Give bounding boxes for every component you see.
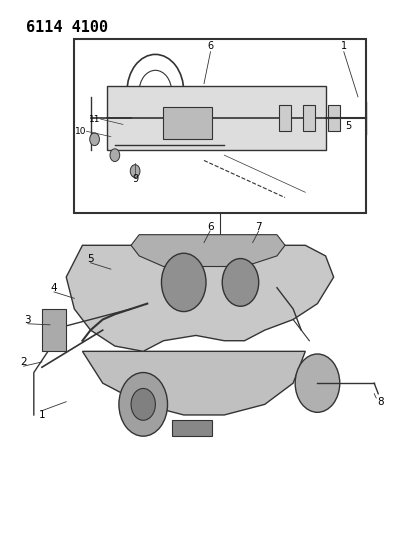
Text: 5: 5 — [345, 121, 351, 131]
Text: 6: 6 — [207, 222, 213, 232]
Polygon shape — [82, 351, 305, 415]
Text: 6: 6 — [207, 42, 213, 52]
Text: 6114 4100: 6114 4100 — [26, 20, 108, 35]
Text: 2: 2 — [20, 357, 27, 367]
Bar — [164, 108, 212, 139]
Circle shape — [295, 354, 340, 413]
Text: 7: 7 — [255, 222, 262, 232]
Circle shape — [222, 259, 259, 306]
Circle shape — [119, 373, 168, 436]
Circle shape — [131, 389, 155, 420]
Text: 1: 1 — [39, 410, 45, 420]
Text: 10: 10 — [75, 127, 86, 136]
Bar — [107, 86, 326, 150]
Text: 4: 4 — [51, 282, 58, 293]
Text: 3: 3 — [24, 314, 31, 325]
Bar — [74, 38, 366, 214]
Bar — [328, 105, 340, 131]
Text: 8: 8 — [377, 397, 384, 407]
Polygon shape — [66, 245, 334, 351]
Bar — [42, 309, 66, 351]
Bar — [303, 105, 315, 131]
Text: 5: 5 — [87, 254, 94, 263]
Text: 1: 1 — [341, 42, 347, 52]
Polygon shape — [131, 235, 285, 266]
Text: 11: 11 — [89, 115, 101, 124]
Bar — [279, 105, 291, 131]
Circle shape — [130, 165, 140, 177]
Circle shape — [90, 133, 100, 146]
Circle shape — [110, 149, 120, 161]
Text: 9: 9 — [132, 174, 138, 184]
Circle shape — [162, 253, 206, 312]
Polygon shape — [172, 420, 212, 436]
